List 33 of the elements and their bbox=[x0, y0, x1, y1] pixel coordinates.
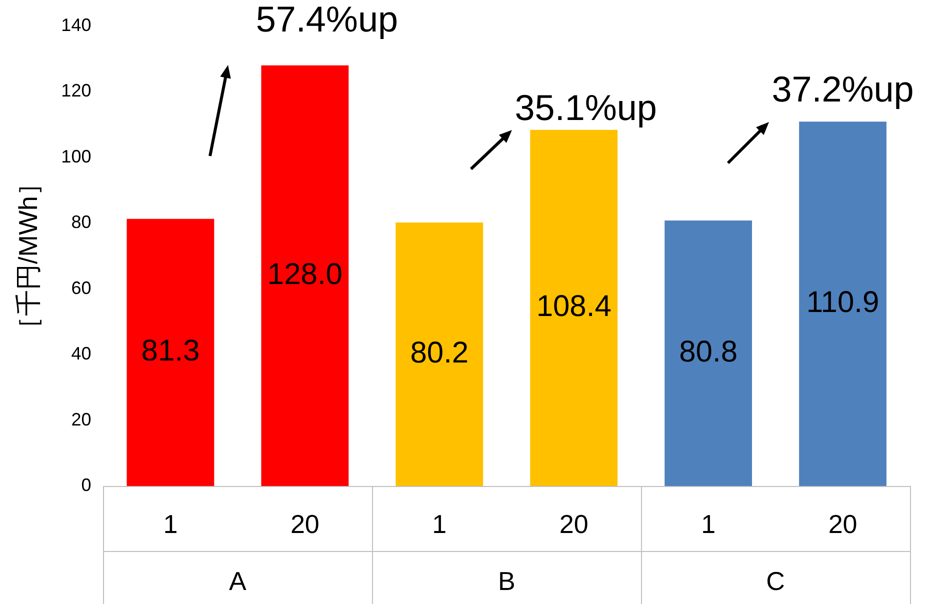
x-tick-label: 20 bbox=[559, 509, 588, 540]
text: B bbox=[498, 566, 516, 596]
x-tick-label: 1 bbox=[701, 509, 716, 540]
y-axis-title: ［千円/MWh］ bbox=[12, 170, 43, 342]
annotation: 37.2%up bbox=[772, 68, 914, 110]
data-label: 110.9 bbox=[806, 286, 880, 320]
text: A bbox=[229, 566, 248, 596]
data-label: 80.2 bbox=[410, 336, 469, 370]
y-tick-label: 80 bbox=[71, 212, 92, 232]
bar bbox=[530, 130, 618, 486]
y-tick-label: 140 bbox=[61, 14, 92, 35]
bar bbox=[799, 122, 886, 486]
text: C bbox=[766, 566, 785, 596]
y-tick-label: 20 bbox=[71, 409, 92, 430]
x-tick-label: 20 bbox=[828, 509, 858, 540]
bar bbox=[664, 220, 752, 486]
bar bbox=[126, 218, 214, 486]
data-label: 81.3 bbox=[141, 334, 200, 368]
data-label: 128.0 bbox=[267, 258, 342, 291]
y-tick-label: 40 bbox=[71, 344, 92, 364]
y-tick-label: 100 bbox=[61, 146, 92, 166]
x-tick-label: 20 bbox=[290, 509, 320, 540]
bar bbox=[396, 222, 484, 486]
annotation: 57.4%up bbox=[256, 0, 398, 40]
x-tick-label: 1 bbox=[163, 509, 178, 540]
x-tick-label: 1 bbox=[432, 509, 447, 540]
y-tick-label: 60 bbox=[71, 278, 92, 298]
bar bbox=[261, 65, 349, 486]
data-label: 80.8 bbox=[679, 336, 738, 369]
y-tick-label: 0 bbox=[81, 474, 92, 495]
y-tick-label: 120 bbox=[61, 80, 92, 101]
data-label: 108.4 bbox=[536, 290, 612, 324]
annotation: 35.1%up bbox=[514, 86, 657, 128]
